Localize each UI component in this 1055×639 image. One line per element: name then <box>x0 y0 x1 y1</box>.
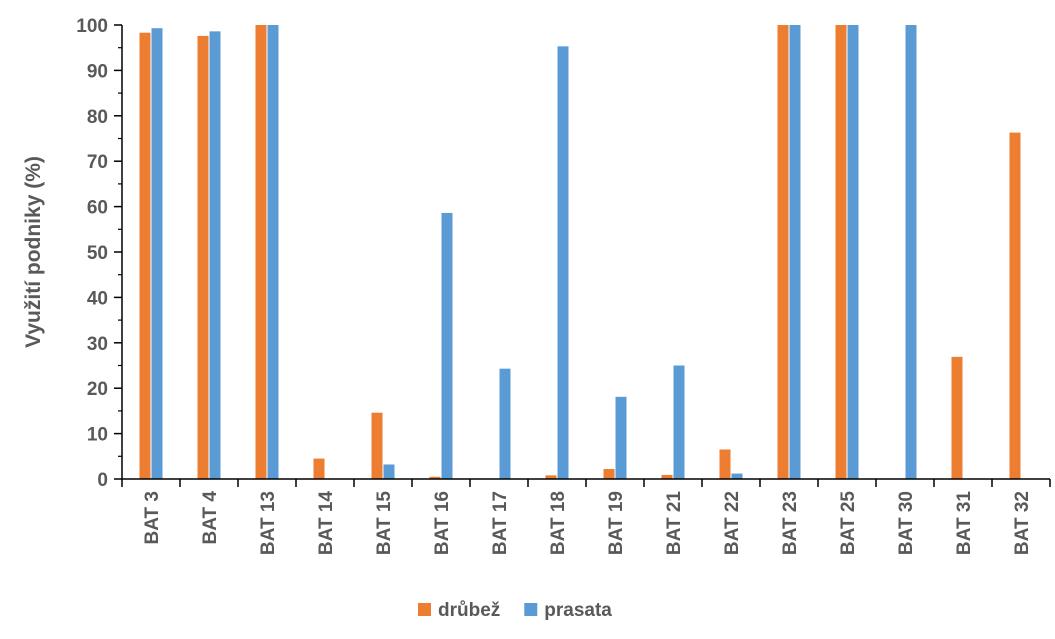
bar-prasata-bat-3 <box>152 28 163 479</box>
y-tick-label: 90 <box>87 61 108 82</box>
bar-drůbež-bat-14 <box>314 459 325 479</box>
bar-prasata-bat-17 <box>500 369 511 479</box>
y-tick-label: 10 <box>87 425 108 446</box>
legend-label: drůbež <box>438 600 500 621</box>
bar-drůbež-bat-19 <box>604 469 615 479</box>
bar-prasata-bat-25 <box>848 25 859 479</box>
bar-prasata-bat-15 <box>384 464 395 479</box>
bar-prasata-bat-16 <box>442 213 453 479</box>
legend: drůbež prasata <box>418 600 612 621</box>
bar-drůbež-bat-13 <box>256 25 267 479</box>
y-tick-label: 30 <box>87 334 108 355</box>
x-tick-label: BAT 19 <box>606 491 627 555</box>
x-tick-label: BAT 14 <box>316 491 337 555</box>
y-tick-label: 60 <box>87 198 108 219</box>
bar-drůbež-bat-22 <box>720 449 731 479</box>
legend-swatch-drůbež <box>418 603 431 616</box>
x-tick-label: BAT 21 <box>664 491 685 555</box>
x-tick-label: BAT 3 <box>142 491 163 544</box>
legend-label: prasata <box>544 600 612 621</box>
x-tick-label: BAT 15 <box>374 491 395 555</box>
bar-prasata-bat-18 <box>558 46 569 479</box>
bar-prasata-bat-21 <box>674 366 685 480</box>
y-tick-label: 100 <box>76 16 108 37</box>
y-tick-label: 50 <box>87 243 108 264</box>
y-tick-label: 70 <box>87 152 108 173</box>
bar-prasata-bat-30 <box>906 25 917 479</box>
x-tick-label: BAT 31 <box>954 491 975 555</box>
x-axis-ticks: BAT 3 BAT 4 BAT 13 BAT 14 BAT 15 BAT 16 BAT 17… <box>122 479 1050 555</box>
bar-prasata-bat-19 <box>616 397 627 479</box>
x-tick-label: BAT 30 <box>896 491 917 555</box>
bar-prasata-bat-23 <box>790 25 801 479</box>
plot-area <box>140 25 1021 479</box>
bar-prasata-bat-4 <box>210 31 221 479</box>
y-tick-label: 40 <box>87 288 108 309</box>
y-tick-label: 0 <box>97 470 108 491</box>
x-tick-label: BAT 23 <box>780 491 801 555</box>
bar-drůbež-bat-3 <box>140 33 151 479</box>
x-tick-label: BAT 32 <box>1012 491 1033 555</box>
bar-prasata-bat-22 <box>732 474 743 479</box>
x-tick-label: BAT 4 <box>200 491 221 545</box>
x-tick-label: BAT 17 <box>490 491 511 555</box>
bar-drůbež-bat-15 <box>372 413 383 479</box>
bar-drůbež-bat-31 <box>952 357 963 479</box>
x-tick-label: BAT 13 <box>258 491 279 555</box>
y-axis-ticks: 0 10 20 30 40 50 60 70 80 90 100 <box>76 16 122 491</box>
y-tick-label: 80 <box>87 107 108 128</box>
bar-drůbež-bat-25 <box>836 25 847 479</box>
y-axis-title: Využití podniky (%) <box>22 156 45 348</box>
x-tick-label: BAT 16 <box>432 491 453 555</box>
bar-drůbež-bat-23 <box>778 25 789 479</box>
x-tick-label: BAT 22 <box>722 491 743 555</box>
bar-drůbež-bat-4 <box>198 36 209 479</box>
bar-drůbež-bat-32 <box>1010 133 1021 479</box>
legend-swatch-prasata <box>524 603 537 616</box>
x-tick-label: BAT 18 <box>548 491 569 555</box>
bar-prasata-bat-13 <box>268 25 279 479</box>
x-tick-label: BAT 25 <box>838 491 859 555</box>
y-tick-label: 20 <box>87 379 108 400</box>
